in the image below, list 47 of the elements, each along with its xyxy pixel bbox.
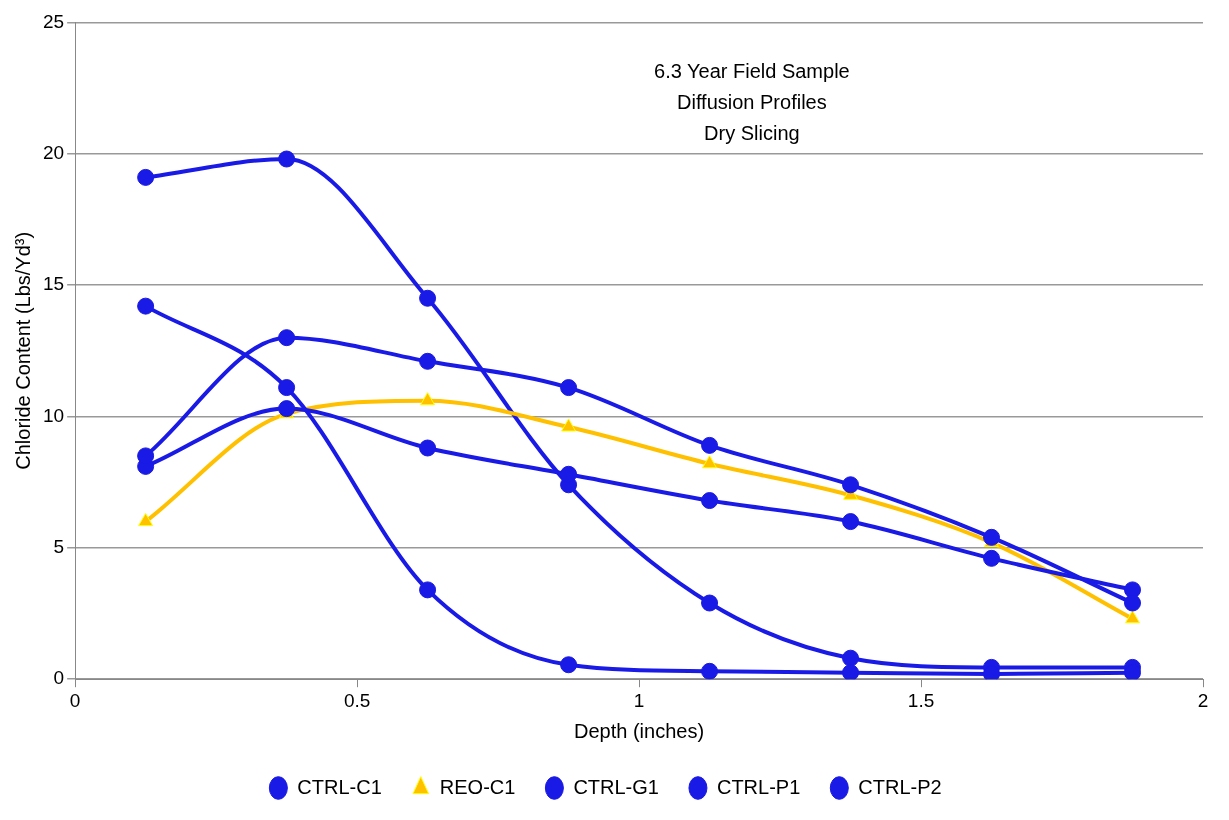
point bbox=[278, 329, 296, 347]
point bbox=[842, 649, 860, 667]
y-tick-label: 0 bbox=[53, 667, 65, 689]
point bbox=[1124, 594, 1142, 612]
point bbox=[983, 528, 1001, 546]
point bbox=[419, 439, 437, 457]
point bbox=[419, 581, 437, 599]
y-tick-label: 5 bbox=[53, 536, 65, 558]
x-tick-label: 1 bbox=[633, 689, 645, 711]
legend-label: CTRL-P1 bbox=[716, 775, 801, 798]
x-tick-label: 2 bbox=[1197, 689, 1209, 711]
x-tick-label: 0.5 bbox=[343, 689, 371, 711]
text: 6.3 Year Field Sample Diffusion Profiles Dry Slicing bbox=[654, 59, 850, 144]
point bbox=[137, 297, 155, 315]
point bbox=[561, 418, 576, 432]
point bbox=[419, 289, 437, 307]
legend-label: REO-C1 bbox=[439, 775, 516, 798]
point bbox=[278, 400, 296, 418]
y-axis-title: Chloride Content (Lbs/Yd³) bbox=[11, 231, 34, 470]
point bbox=[278, 150, 296, 168]
point bbox=[701, 436, 719, 454]
point bbox=[983, 549, 1001, 567]
y-tick-label: 10 bbox=[42, 404, 65, 426]
point bbox=[560, 379, 578, 397]
point bbox=[560, 656, 578, 674]
x-tick-label: 1.5 bbox=[907, 689, 935, 711]
point bbox=[419, 352, 437, 370]
point bbox=[420, 392, 436, 406]
point bbox=[702, 455, 717, 469]
point bbox=[842, 513, 860, 531]
legend-label: CTRL-P2 bbox=[858, 775, 942, 798]
y-tick-label: 20 bbox=[42, 141, 65, 163]
point bbox=[138, 513, 154, 527]
point bbox=[1125, 610, 1140, 624]
y-tick-label: 15 bbox=[42, 273, 65, 295]
point bbox=[278, 379, 296, 397]
point bbox=[137, 168, 155, 186]
legend-label: CTRL-C1 bbox=[297, 775, 382, 798]
point bbox=[842, 664, 860, 680]
point bbox=[842, 476, 860, 494]
point bbox=[701, 492, 719, 510]
x-axis-title: Depth (inches) bbox=[574, 719, 705, 742]
point bbox=[701, 662, 719, 680]
x-tick-label: 0 bbox=[69, 689, 81, 711]
point bbox=[701, 594, 719, 612]
legend-label: CTRL-G1 bbox=[573, 775, 659, 798]
y-tick-label: 25 bbox=[42, 10, 65, 32]
